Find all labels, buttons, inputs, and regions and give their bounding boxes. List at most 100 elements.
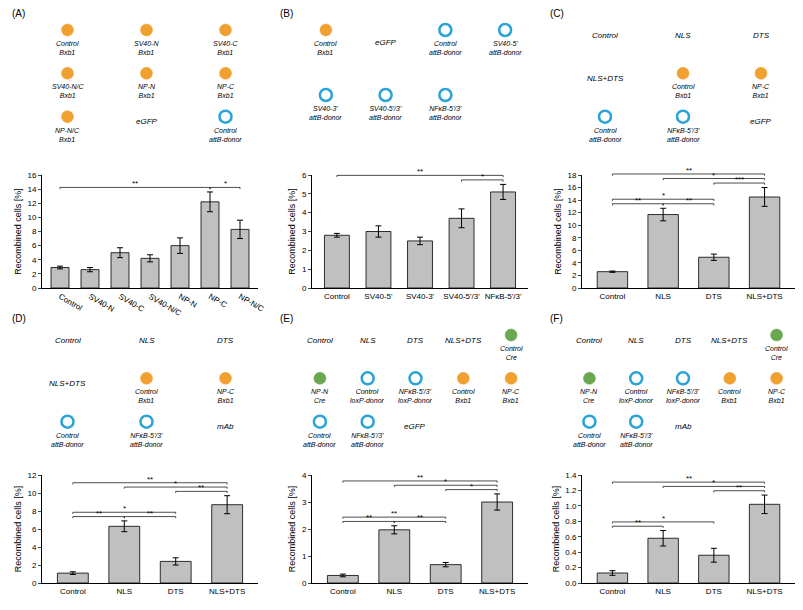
svg-text:NLS+DTS: NLS+DTS	[746, 292, 782, 301]
svg-text:ControlattB-donor: ControlattB-donor	[209, 127, 242, 143]
svg-text:6: 6	[302, 171, 307, 180]
svg-text:NLS: NLS	[360, 336, 376, 345]
svg-text:0: 0	[302, 284, 307, 293]
svg-text:SV40-3'attB-donor: SV40-3'attB-donor	[309, 105, 342, 121]
svg-text:*: *	[444, 477, 447, 486]
svg-text:NP-NBxb1: NP-NBxb1	[138, 83, 156, 99]
svg-text:NFκB-5'/3'attB-donor: NFκB-5'/3'attB-donor	[620, 432, 653, 448]
svg-text:*: *	[712, 171, 715, 180]
svg-text:10: 10	[27, 489, 36, 498]
svg-text:4: 4	[32, 543, 37, 552]
svg-text:NP-CBxb1: NP-CBxb1	[217, 83, 235, 99]
svg-text:*: *	[224, 179, 227, 188]
svg-text:**: **	[391, 509, 397, 518]
svg-text:***: ***	[735, 175, 744, 184]
svg-text:ControlattB-donor: ControlattB-donor	[573, 432, 606, 448]
svg-text:**: **	[417, 167, 423, 176]
svg-text:NP-N/C: NP-N/C	[237, 292, 266, 314]
svg-text:eGFP: eGFP	[750, 117, 772, 126]
svg-text:6: 6	[572, 246, 577, 255]
svg-text:*: *	[174, 479, 177, 488]
svg-text:**: **	[96, 509, 102, 518]
svg-text:8: 8	[572, 234, 577, 243]
svg-text:SV40-5'/3': SV40-5'/3'	[443, 292, 480, 301]
svg-text:**: **	[417, 473, 423, 482]
svg-text:4: 4	[302, 208, 307, 217]
svg-text:ControlBxb1: ControlBxb1	[452, 388, 475, 404]
svg-text:4: 4	[572, 259, 577, 268]
svg-text:0.2: 0.2	[565, 563, 577, 572]
svg-text:NP-CBxb1: NP-CBxb1	[768, 388, 786, 404]
svg-text:**: **	[147, 509, 153, 518]
svg-text:ControlattB-donor: ControlattB-donor	[303, 432, 336, 448]
svg-text:NFκB-5'/3'attB-donor: NFκB-5'/3'attB-donor	[429, 105, 462, 121]
svg-text:DTS: DTS	[407, 336, 424, 345]
svg-text:SV40-5': SV40-5'	[364, 292, 393, 301]
svg-text:NFκB-5'/3'loxP-donor: NFκB-5'/3'loxP-donor	[398, 388, 433, 404]
svg-text:ControlloxP-donor: ControlloxP-donor	[350, 388, 385, 404]
svg-text:Recombined cells [%]: Recombined cells [%]	[553, 188, 563, 275]
svg-text:Recombined cells [%]: Recombined cells [%]	[13, 188, 23, 275]
svg-text:ControlCre: ControlCre	[500, 345, 523, 361]
svg-text:1.2: 1.2	[565, 486, 577, 495]
svg-text:Control: Control	[592, 31, 618, 40]
svg-text:2: 2	[302, 525, 307, 534]
svg-text:**: **	[366, 513, 372, 522]
svg-text:(C): (C)	[550, 8, 564, 19]
svg-text:4: 4	[302, 471, 307, 480]
svg-text:*: *	[662, 514, 665, 523]
svg-text:(D): (D)	[12, 313, 26, 324]
svg-text:SV40-N/C: SV40-N/C	[147, 292, 183, 318]
svg-text:NLS+DTS: NLS+DTS	[479, 587, 515, 596]
svg-text:(A): (A)	[12, 8, 25, 19]
svg-text:**: **	[198, 483, 204, 492]
svg-text:ControlBxb1: ControlBxb1	[718, 388, 741, 404]
svg-text:Recombined cells [%]: Recombined cells [%]	[287, 486, 297, 573]
svg-text:*: *	[712, 478, 715, 487]
svg-text:0.0: 0.0	[565, 579, 577, 588]
svg-text:NLS: NLS	[117, 587, 133, 596]
svg-text:ControlBxb1: ControlBxb1	[314, 40, 337, 56]
svg-text:ControlattB-donor: ControlattB-donor	[429, 40, 462, 56]
svg-text:Recombined cells [%]: Recombined cells [%]	[551, 486, 561, 573]
svg-text:NFκB-5'/3'attB-donor: NFκB-5'/3'attB-donor	[667, 127, 700, 143]
svg-text:Control: Control	[324, 292, 350, 301]
svg-text:ControlCre: ControlCre	[765, 345, 788, 361]
svg-text:12: 12	[27, 199, 36, 208]
svg-text:DTS: DTS	[753, 31, 770, 40]
svg-text:**: **	[635, 196, 641, 205]
svg-text:eGFP: eGFP	[375, 38, 397, 47]
svg-text:SV40-CBxb1: SV40-CBxb1	[213, 40, 238, 56]
svg-text:0: 0	[302, 579, 307, 588]
svg-text:0.6: 0.6	[565, 533, 577, 542]
svg-text:NLS: NLS	[387, 587, 403, 596]
svg-text:NP-CBxb1: NP-CBxb1	[752, 83, 770, 99]
svg-text:DTS: DTS	[706, 587, 722, 596]
svg-text:ControlBxb1: ControlBxb1	[135, 388, 158, 404]
svg-text:DTS: DTS	[438, 587, 454, 596]
svg-text:0: 0	[32, 579, 37, 588]
svg-text:DTS: DTS	[168, 587, 184, 596]
svg-text:2: 2	[302, 246, 307, 255]
svg-text:(F): (F)	[550, 313, 563, 324]
svg-text:Recombined cells [%]: Recombined cells [%]	[13, 486, 23, 573]
svg-text:NLS+DTS: NLS+DTS	[711, 336, 748, 345]
svg-text:NLS+DTS: NLS+DTS	[746, 587, 782, 596]
svg-text:SV40-5'attB-donor: SV40-5'attB-donor	[489, 40, 522, 56]
svg-text:2: 2	[32, 561, 37, 570]
svg-text:1.0: 1.0	[565, 502, 577, 511]
svg-text:6: 6	[32, 525, 37, 534]
svg-text:SV40-3': SV40-3'	[406, 292, 435, 301]
svg-text:*: *	[662, 191, 665, 200]
svg-text:1: 1	[302, 552, 307, 561]
svg-text:ControlattB-donor: ControlattB-donor	[589, 127, 622, 143]
svg-text:**: **	[147, 475, 153, 484]
svg-text:NFκB-5'/3'loxP-donor: NFκB-5'/3'loxP-donor	[666, 388, 701, 404]
svg-text:ControlloxP-donor: ControlloxP-donor	[619, 388, 654, 404]
svg-text:8: 8	[32, 227, 37, 236]
svg-text:NLS: NLS	[655, 292, 671, 301]
svg-text:ControlBxb1: ControlBxb1	[56, 40, 79, 56]
svg-text:**: **	[417, 513, 423, 522]
svg-text:Control: Control	[307, 336, 333, 345]
svg-text:Control: Control	[60, 587, 86, 596]
